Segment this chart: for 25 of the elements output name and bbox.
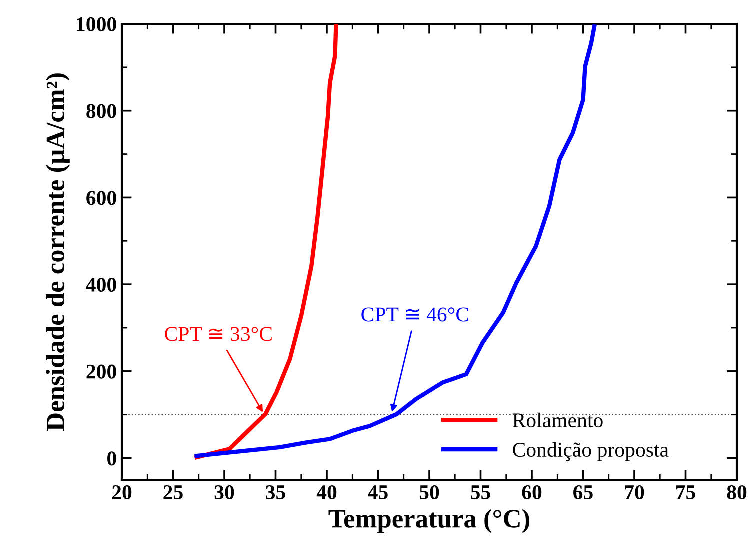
x-tick-label: 65 <box>574 486 593 500</box>
x-tick-label: 50 <box>420 485 440 500</box>
x-tick-label: 25 <box>164 486 183 500</box>
x-tick-label: 20 <box>112 485 132 500</box>
x-tick-label: 40 <box>316 485 337 500</box>
legend-label: Condição proposta <box>513 442 669 462</box>
x-tick-label: 30 <box>214 485 234 500</box>
x-tick-label: 75 <box>676 486 696 500</box>
annotation: CPT ≅ 33°C <box>165 327 272 342</box>
x-tick-label: 45 <box>368 486 388 500</box>
y-tick-label: 400 <box>86 278 116 292</box>
y-axis-title: Densidade de corrente (µA/cm²) <box>46 74 70 432</box>
y-tick-label: 800 <box>86 104 116 118</box>
x-tick-label: 35 <box>266 486 286 500</box>
annotation: CPT ≅ 46°C <box>362 308 468 322</box>
y-tick-label: 0 <box>108 452 116 466</box>
legend-label: Rolamento <box>512 412 603 428</box>
x-tick-label: 55 <box>471 486 490 500</box>
x-tick-label: 70 <box>625 485 644 500</box>
x-tick-label: 60 <box>522 485 542 500</box>
x-tick-label: 80 <box>727 485 747 500</box>
y-tick-label: 1000 <box>77 17 116 32</box>
y-tick-label: 200 <box>86 364 116 379</box>
y-tick-label: 600 <box>86 191 116 206</box>
x-axis-title: Temperatura (°C) <box>328 509 530 534</box>
